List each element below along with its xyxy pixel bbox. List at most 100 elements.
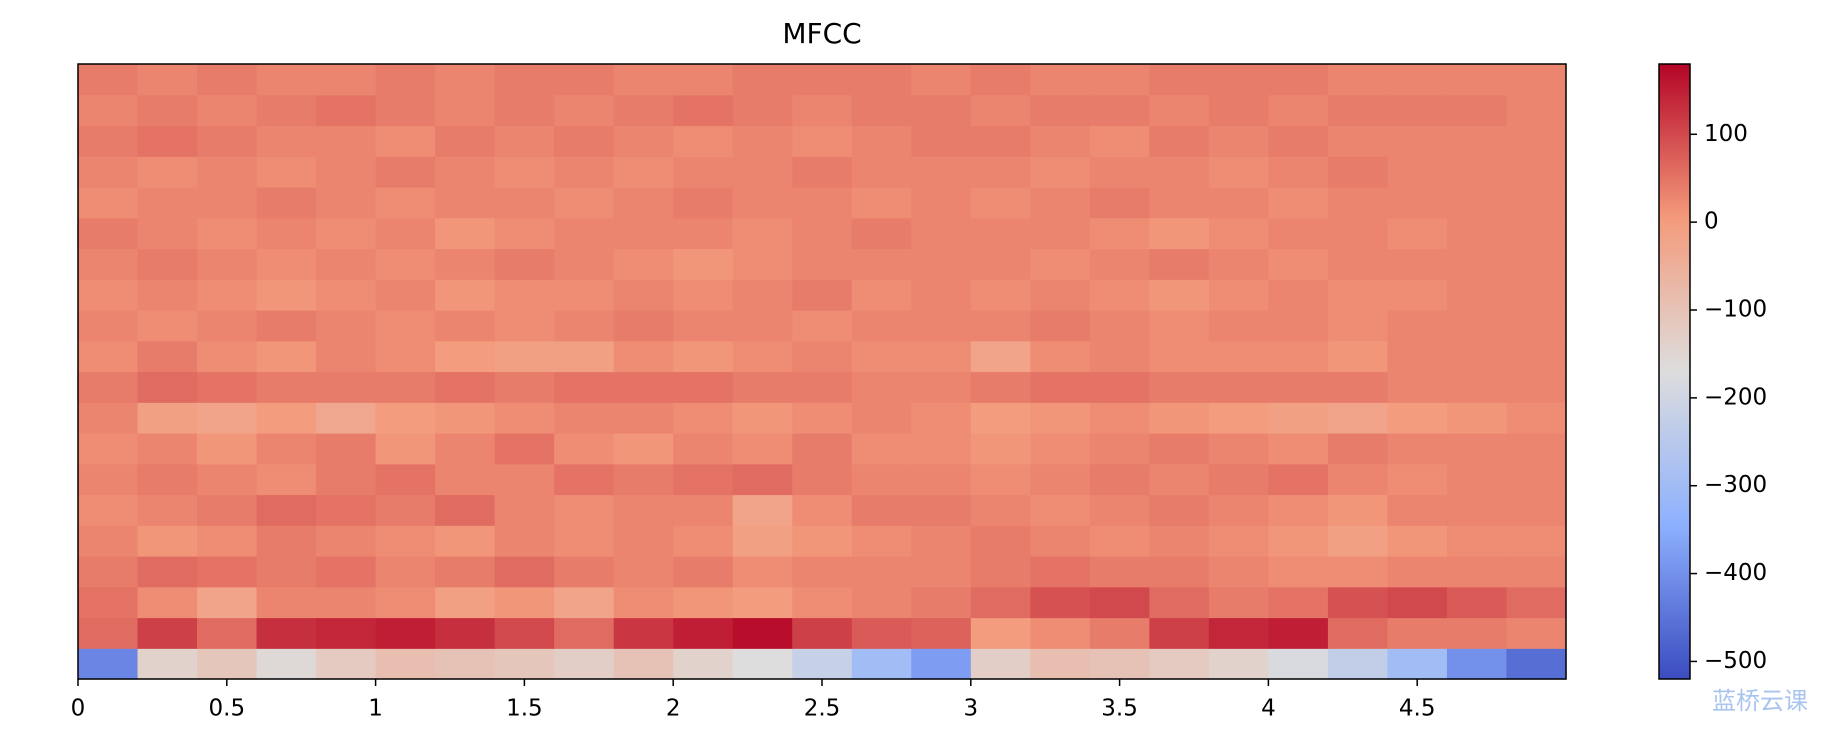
heatmap-cell — [137, 556, 198, 588]
heatmap-cell — [1506, 125, 1567, 157]
heatmap-cell — [1149, 556, 1210, 588]
heatmap-cell — [673, 310, 734, 342]
heatmap-cell — [792, 279, 853, 311]
heatmap-cell — [1089, 371, 1150, 403]
heatmap-cell — [613, 217, 674, 250]
heatmap-cell — [851, 310, 912, 342]
heatmap-cell — [1506, 340, 1567, 373]
heatmap-cell — [316, 310, 377, 342]
heatmap-cell — [1327, 125, 1389, 157]
heatmap-cell — [1506, 525, 1567, 557]
heatmap-cell — [554, 525, 615, 557]
heatmap-cell — [435, 279, 496, 311]
heatmap-cell — [613, 125, 674, 157]
heatmap-cell — [1208, 433, 1269, 465]
heatmap-cell — [375, 279, 436, 311]
heatmap-cell — [137, 494, 198, 526]
heatmap-cell — [554, 402, 615, 434]
heatmap-cell — [911, 433, 972, 465]
heatmap-cell — [494, 402, 555, 434]
heatmap-cell — [137, 187, 198, 219]
heatmap-cell — [1268, 156, 1329, 188]
heatmap-cell — [78, 556, 139, 588]
heatmap-cell — [1268, 64, 1329, 96]
heatmap-cell — [435, 310, 496, 342]
heatmap-cell — [1268, 586, 1329, 619]
heatmap-cell — [197, 125, 258, 157]
heatmap-cell — [1208, 94, 1269, 127]
heatmap-cell — [316, 279, 377, 311]
heatmap-cell — [316, 648, 377, 680]
heatmap-cell — [435, 125, 496, 157]
heatmap-cell — [1327, 402, 1389, 434]
heatmap-cell — [613, 64, 674, 96]
heatmap-cell — [673, 371, 734, 403]
heatmap-cell — [1030, 310, 1091, 342]
heatmap-cell — [256, 248, 317, 280]
heatmap-cell — [911, 525, 972, 557]
heatmap-cell — [673, 556, 734, 588]
heatmap-cell — [970, 556, 1031, 588]
heatmap-cell — [197, 217, 258, 250]
heatmap-cell — [137, 648, 198, 680]
heatmap-cell — [1506, 586, 1567, 619]
heatmap-cell — [137, 371, 198, 403]
heatmap-cell — [1327, 648, 1389, 680]
heatmap-cell — [851, 617, 912, 649]
heatmap-cell — [137, 586, 198, 619]
heatmap-cell — [494, 494, 555, 526]
x-tick-label: 2 — [666, 696, 681, 722]
heatmap-cell — [673, 494, 734, 526]
heatmap-cell — [256, 433, 317, 465]
heatmap-cell — [970, 525, 1031, 557]
heatmap-cell — [554, 371, 615, 403]
heatmap-cell — [673, 156, 734, 188]
heatmap-cell — [732, 156, 793, 188]
heatmap-cell — [1208, 371, 1269, 403]
colorbar-tick-label: −500 — [1704, 648, 1767, 674]
heatmap-cell — [137, 279, 198, 311]
heatmap-cell — [1030, 248, 1091, 280]
heatmap-cell — [613, 156, 674, 188]
heatmap-cell — [792, 310, 853, 342]
heatmap-cell — [1506, 64, 1567, 96]
heatmap-cell — [78, 494, 139, 526]
heatmap-cell — [197, 310, 258, 342]
heatmap-cell — [1089, 340, 1150, 373]
heatmap-cell — [316, 494, 377, 526]
heatmap-cell — [256, 156, 317, 188]
heatmap-cell — [435, 494, 496, 526]
heatmap-cell — [1327, 525, 1389, 557]
heatmap-cell — [375, 433, 436, 465]
heatmap-cell — [673, 586, 734, 619]
heatmap-cell — [1446, 248, 1508, 280]
x-tick-label: 4.5 — [1399, 696, 1436, 722]
heatmap-cell — [554, 648, 615, 680]
heatmap-cell — [1089, 463, 1150, 496]
heatmap-cell — [1208, 586, 1269, 619]
heatmap-cell — [1089, 525, 1150, 557]
heatmap-cell — [792, 340, 853, 373]
heatmap-cell — [1030, 463, 1091, 496]
x-tick-label: 0.5 — [209, 696, 246, 722]
heatmap-cell — [256, 586, 317, 619]
heatmap-cell — [494, 340, 555, 373]
heatmap-cell — [851, 556, 912, 588]
heatmap-cell — [792, 586, 853, 619]
heatmap-cell — [1089, 187, 1150, 219]
heatmap-cell — [1030, 617, 1091, 649]
heatmap-cell — [732, 648, 793, 680]
heatmap-cell — [554, 248, 615, 280]
heatmap-cell — [970, 94, 1031, 127]
heatmap-cell — [1089, 156, 1150, 188]
heatmap-cell — [1506, 433, 1567, 465]
heatmap-cell — [137, 340, 198, 373]
heatmap-cell — [851, 125, 912, 157]
heatmap-cell — [256, 556, 317, 588]
heatmap-cell — [435, 648, 496, 680]
heatmap-cell — [137, 402, 198, 434]
heatmap-cell — [613, 494, 674, 526]
heatmap-cell — [1327, 248, 1389, 280]
heatmap-cell — [375, 648, 436, 680]
heatmap-cell — [1030, 217, 1091, 250]
